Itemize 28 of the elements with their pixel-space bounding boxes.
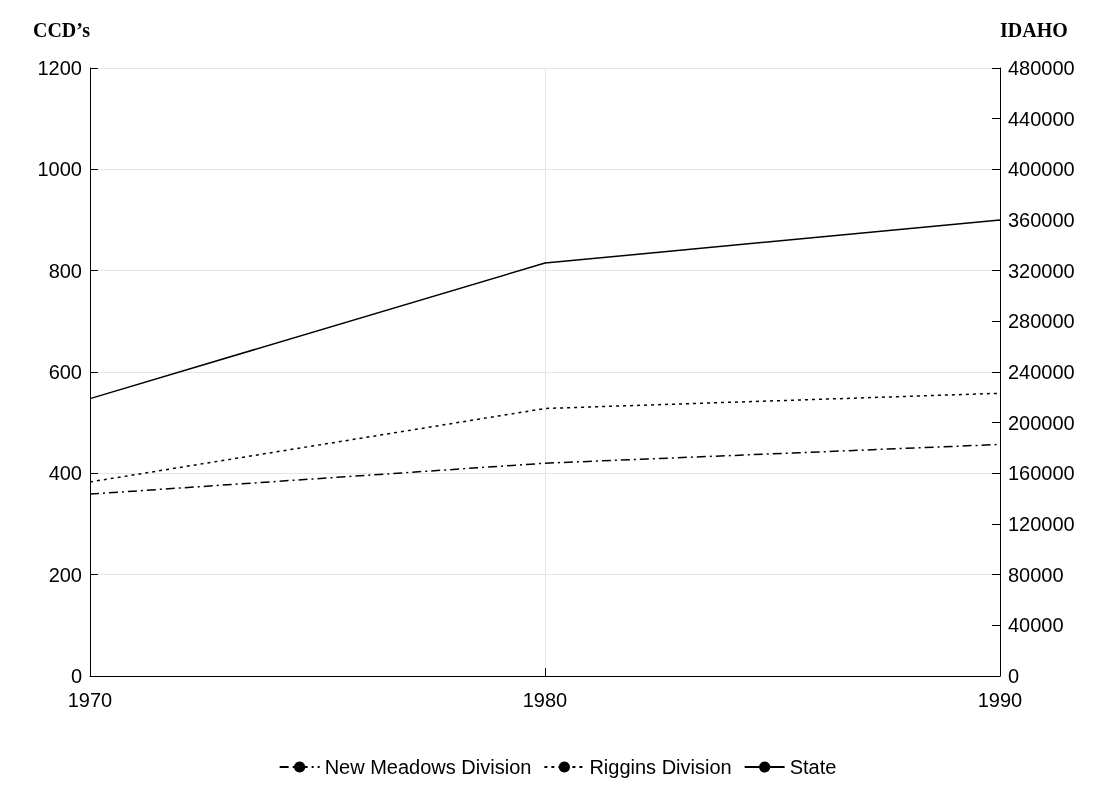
y-tick-label: 200 xyxy=(48,563,82,586)
y-axis-title: CCD’s xyxy=(32,19,91,41)
y2-tick-label: 400000 xyxy=(1008,158,1075,181)
y-tick-label: 1200 xyxy=(37,57,82,79)
x-tick-label: 1980 xyxy=(522,689,568,711)
y2-tick-label: 320000 xyxy=(1008,259,1075,282)
y-tick-label: 800 xyxy=(48,259,82,282)
legend-label: State xyxy=(789,756,837,778)
y-tick-label: 0 xyxy=(70,665,82,687)
y-tick-label: 400 xyxy=(48,462,82,485)
y2-tick-label: 200000 xyxy=(1008,411,1075,434)
y2-tick-label: 440000 xyxy=(1008,107,1075,130)
x-tick-label: 1970 xyxy=(67,689,113,711)
y2-tick-label: 160000 xyxy=(1008,462,1075,485)
y-tick-label: 1000 xyxy=(37,158,82,181)
y2-tick-label: 480000 xyxy=(1008,57,1075,79)
legend-label: Riggins Division xyxy=(589,756,732,778)
y2-tick-label: 80000 xyxy=(1008,563,1064,586)
y2-axis-title: IDAHO xyxy=(1000,19,1068,41)
y2-tick-label: 0 xyxy=(1008,665,1020,687)
x-tick-label: 1990 xyxy=(977,689,1023,711)
y2-tick-label: 120000 xyxy=(1008,513,1075,535)
y2-tick-label: 280000 xyxy=(1008,310,1075,333)
y2-tick-label: 240000 xyxy=(1008,361,1075,383)
y2-tick-label: 360000 xyxy=(1008,209,1075,231)
y-tick-label: 600 xyxy=(48,361,82,383)
y2-tick-label: 40000 xyxy=(1008,614,1064,637)
legend-label: New Meadows Division xyxy=(324,756,532,778)
